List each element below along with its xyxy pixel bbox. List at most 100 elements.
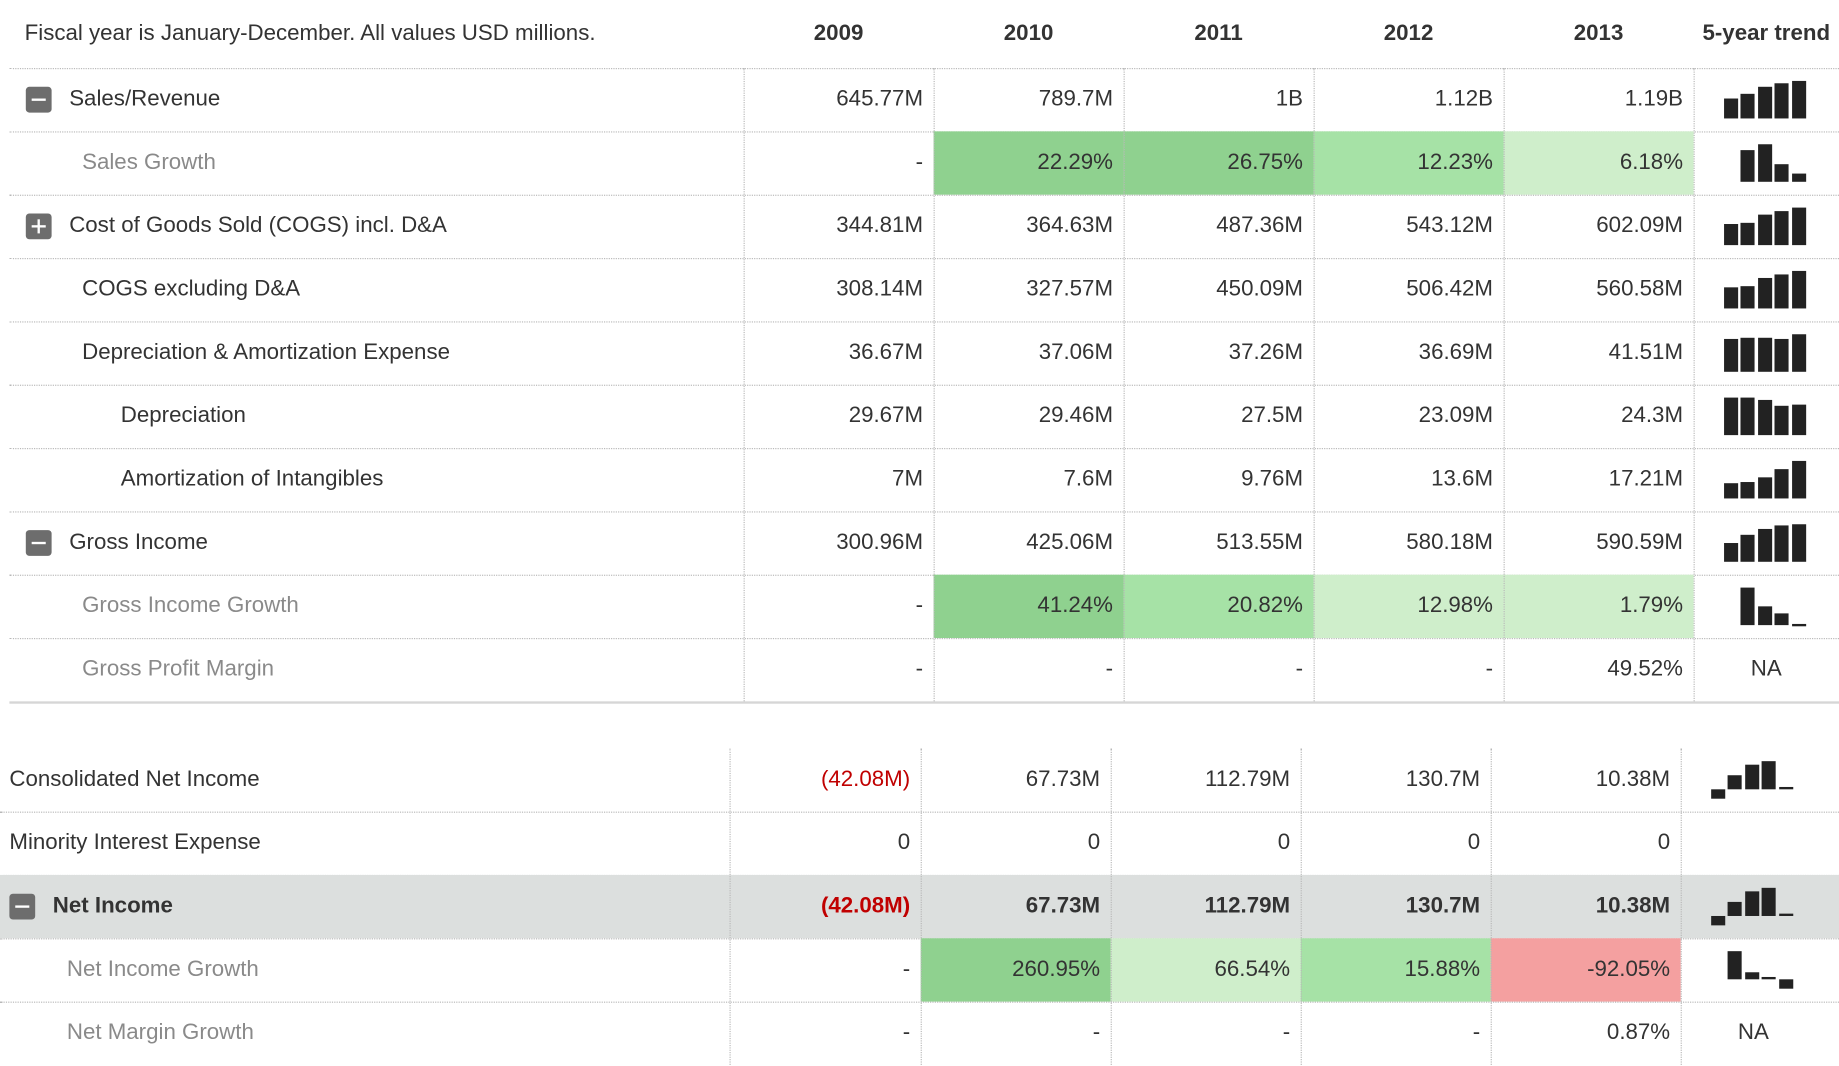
cell-highlight	[933, 574, 1124, 639]
cell-value: 23.09M	[1418, 403, 1494, 429]
column-rule	[933, 68, 935, 702]
cell-value: 29.46M	[1038, 403, 1114, 429]
cell-value: 0	[897, 830, 911, 855]
toggle-button[interactable]	[9, 893, 36, 920]
column-rule	[1313, 68, 1315, 702]
cell-value: 29.67M	[848, 403, 924, 429]
cell-value: 1.12B	[1434, 86, 1494, 112]
column-rule	[1300, 748, 1302, 1065]
sparkline-bar	[1791, 623, 1806, 626]
cell-value: 41.51M	[1608, 340, 1684, 365]
column-rule	[1123, 68, 1125, 702]
cell-value: (42.08M)	[820, 767, 911, 792]
sparkline-bar	[1740, 481, 1756, 499]
toggle-button[interactable]	[25, 530, 52, 556]
cell-value: -	[1295, 656, 1304, 682]
row-rule	[0, 1001, 1839, 1003]
cell-value: -	[1485, 656, 1494, 682]
cell-value: 130.7M	[1405, 767, 1481, 792]
cell-highlight	[1503, 131, 1694, 195]
cell-value: 1.79%	[1619, 593, 1684, 619]
cell-value: -	[1282, 1020, 1291, 1045]
cell-value: 0.87%	[1606, 1020, 1671, 1045]
sparkline-bar	[1757, 477, 1772, 499]
sparkline-bar	[1744, 971, 1760, 979]
sparkline-bar	[1757, 278, 1772, 309]
column-rule	[1693, 68, 1695, 702]
row-label: Depreciation	[120, 403, 246, 429]
cell-value: 36.67M	[848, 340, 924, 365]
cell-value: 602.09M	[1596, 213, 1684, 239]
cell-value: -	[1472, 1020, 1481, 1045]
cell-highlight	[1313, 131, 1504, 195]
cell-highlight	[1490, 938, 1681, 1002]
row-label: Cost of Goods Sold (COGS) incl. D&A	[69, 213, 447, 239]
cell-value: 20.82%	[1227, 593, 1304, 619]
column-rule	[743, 68, 745, 702]
sparkline-bar	[1757, 400, 1772, 436]
cell-value: 24.3M	[1621, 403, 1684, 429]
cell-value: -	[902, 1020, 911, 1045]
cell-value: 17.21M	[1608, 466, 1684, 492]
cell-value: 112.79M	[1204, 893, 1291, 919]
cell-value: 0	[1087, 830, 1101, 855]
cell-value: 13.6M	[1431, 466, 1494, 492]
cell-value: 327.57M	[1026, 276, 1114, 302]
row-rule	[9, 321, 1839, 323]
toggle-button[interactable]	[25, 86, 52, 113]
sparkline-bar	[1774, 164, 1789, 182]
cell-value: 308.14M	[836, 276, 924, 302]
cell-value: 10.38M	[1595, 767, 1671, 792]
sparkline-bar	[1757, 529, 1772, 562]
cell-highlight	[933, 131, 1124, 195]
sparkline-bar	[1791, 334, 1806, 372]
cell-value: 27.5M	[1241, 403, 1304, 429]
sparkline-bar	[1740, 93, 1756, 119]
trend-header: 5-year trend	[1702, 21, 1831, 46]
cell-value: 580.18M	[1406, 530, 1494, 555]
sparkline-bar	[1757, 214, 1772, 246]
row-rule	[0, 811, 1839, 813]
row-label: Minority Interest Expense	[9, 830, 261, 855]
cell-value: 7.6M	[1063, 466, 1114, 492]
cell-value: 789.7M	[1038, 86, 1114, 112]
cell-value: -	[915, 150, 924, 175]
row-rule	[9, 258, 1839, 260]
header-rule	[9, 68, 1839, 70]
cell-value: 130.7M	[1405, 893, 1481, 919]
sparkline-bar	[1724, 287, 1739, 309]
cell-value: 513.55M	[1216, 530, 1304, 555]
sparkline-bar	[1774, 211, 1789, 246]
cell-value: 0	[1277, 830, 1291, 855]
sparkline-bar	[1740, 286, 1756, 309]
sparkline-bar	[1724, 223, 1739, 246]
cell-value: 67.73M	[1025, 893, 1101, 919]
cell-value: 9.76M	[1241, 466, 1304, 492]
column-rule	[1110, 748, 1112, 1065]
cell-value: 7M	[892, 466, 924, 492]
cell-highlight	[920, 938, 1111, 1002]
sparkline-bar	[1761, 761, 1776, 790]
sparkline-bar	[1724, 542, 1739, 562]
cell-value: 22.29%	[1037, 150, 1114, 175]
trend-na: NA	[1750, 656, 1782, 682]
cell-value: 36.69M	[1418, 340, 1494, 365]
sparkline-bar	[1744, 891, 1760, 917]
year-header: 2013	[1573, 21, 1624, 46]
cell-value: 112.79M	[1205, 767, 1291, 792]
sparkline-bar	[1728, 774, 1743, 790]
sparkline-bar	[1728, 951, 1743, 979]
sparkline-bar	[1761, 977, 1776, 980]
sparkline-bar	[1757, 338, 1772, 372]
cell-value: 66.54%	[1214, 957, 1291, 982]
row-label: Depreciation & Amortization Expense	[82, 340, 450, 365]
cell-value: 543.12M	[1406, 213, 1494, 239]
column-rule	[729, 748, 731, 1065]
toggle-button[interactable]	[25, 213, 52, 240]
cell-value: 487.36M	[1216, 213, 1304, 239]
row-label: Net Income Growth	[66, 957, 259, 982]
cell-highlight	[1123, 574, 1314, 639]
cell-value: -92.05%	[1587, 957, 1671, 982]
